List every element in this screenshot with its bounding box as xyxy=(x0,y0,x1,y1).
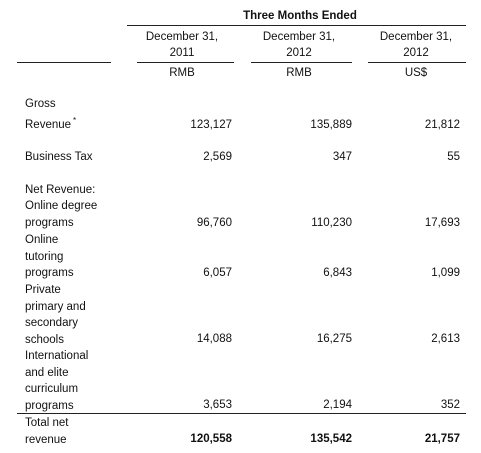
col3-header-rule xyxy=(368,62,466,63)
private-schools-label-line3: secondary xyxy=(25,317,79,329)
online-degree-2012-rmb: 110,230 xyxy=(311,217,352,229)
total-net-revenue-2011-rmb: 120,558 xyxy=(190,433,232,445)
online-degree-label-line1: Online degree xyxy=(25,200,98,212)
gross-revenue-footnote-marker: * xyxy=(73,115,77,125)
gross-revenue-2012-rmb: 135,889 xyxy=(310,119,352,131)
total-net-revenue-label-line2: revenue xyxy=(25,433,67,446)
total-net-revenue-label-line1: Total net xyxy=(25,417,69,429)
private-schools-2012-rmb: 16,275 xyxy=(316,333,352,345)
international-2012-rmb: 2,194 xyxy=(323,399,352,411)
business-tax-2011-rmb: 2,569 xyxy=(203,151,232,163)
col1-header-rule xyxy=(137,62,234,63)
business-tax-2012-usd: 55 xyxy=(447,151,460,163)
col1-currency: RMB xyxy=(169,67,195,79)
col2-header-rule xyxy=(251,62,352,63)
gross-revenue-label: Gross Revenue * xyxy=(25,96,76,133)
gross-revenue-label-text: Revenue xyxy=(25,118,72,131)
gross-revenue-2012-usd: 21,812 xyxy=(424,119,460,131)
business-tax-label: Business Tax xyxy=(25,151,93,163)
online-tutoring-2011-rmb: 6,057 xyxy=(203,267,232,279)
gross-revenue-label-line2: Revenue * xyxy=(25,113,76,134)
online-tutoring-label-line2: tutoring xyxy=(25,250,64,263)
total-net-revenue-2012-rmb: 135,542 xyxy=(310,433,352,445)
private-schools-2011-rmb: 14,088 xyxy=(196,333,232,345)
international-2011-rmb: 3,653 xyxy=(203,399,232,411)
private-schools-label-line2: primary and xyxy=(25,300,86,313)
international-label-line2: and elite xyxy=(25,366,69,379)
col2-date-line1: December 31, xyxy=(262,31,336,43)
col1-date-line1: December 31, xyxy=(145,31,219,43)
international-label-line1: International xyxy=(25,350,89,362)
online-tutoring-2012-usd: 1,099 xyxy=(431,267,460,279)
col2-date-line2: 2012 xyxy=(286,47,312,59)
international-label-line4: programs xyxy=(25,399,74,412)
total-net-revenue-label: Total net revenue xyxy=(25,415,68,448)
international-label-line3: curriculum xyxy=(25,383,79,395)
international-label: International and elite curriculum progr… xyxy=(25,348,88,414)
period-header-rule xyxy=(127,25,466,26)
private-schools-2012-usd: 2,613 xyxy=(431,333,460,345)
online-degree-label-line2: programs xyxy=(25,216,74,229)
col3-date-line1: December 31, xyxy=(379,31,453,43)
private-schools-label-line1: Private xyxy=(25,284,61,296)
col3-date-line2: 2012 xyxy=(403,47,429,59)
total-net-revenue-2012-usd: 21,757 xyxy=(424,433,460,445)
international-2012-usd: 352 xyxy=(440,399,460,411)
online-tutoring-label-line3: programs xyxy=(25,267,74,279)
net-revenue-heading: Net Revenue: xyxy=(25,184,96,196)
online-degree-2012-usd: 17,693 xyxy=(424,217,460,229)
business-tax-2012-rmb: 347 xyxy=(332,151,352,163)
online-tutoring-label: Online tutoring programs xyxy=(25,232,74,282)
col1-date-line2: 2011 xyxy=(169,47,195,59)
online-degree-label: Online degree programs xyxy=(25,198,97,231)
private-schools-label-line4: schools xyxy=(25,333,64,346)
online-tutoring-label-line1: Online xyxy=(25,234,59,246)
gross-revenue-label-line1: Gross xyxy=(25,98,56,110)
private-schools-label: Private primary and secondary schools xyxy=(25,282,86,348)
label-column-rule xyxy=(17,62,111,63)
total-rule xyxy=(17,413,466,414)
online-tutoring-2012-rmb: 6,843 xyxy=(323,267,352,279)
gross-revenue-2011-rmb: 123,127 xyxy=(190,119,232,131)
online-degree-2011-rmb: 96,760 xyxy=(196,217,232,229)
col3-currency: US$ xyxy=(404,67,428,79)
period-header: Three Months Ended xyxy=(243,10,357,22)
col2-currency: RMB xyxy=(286,67,312,79)
